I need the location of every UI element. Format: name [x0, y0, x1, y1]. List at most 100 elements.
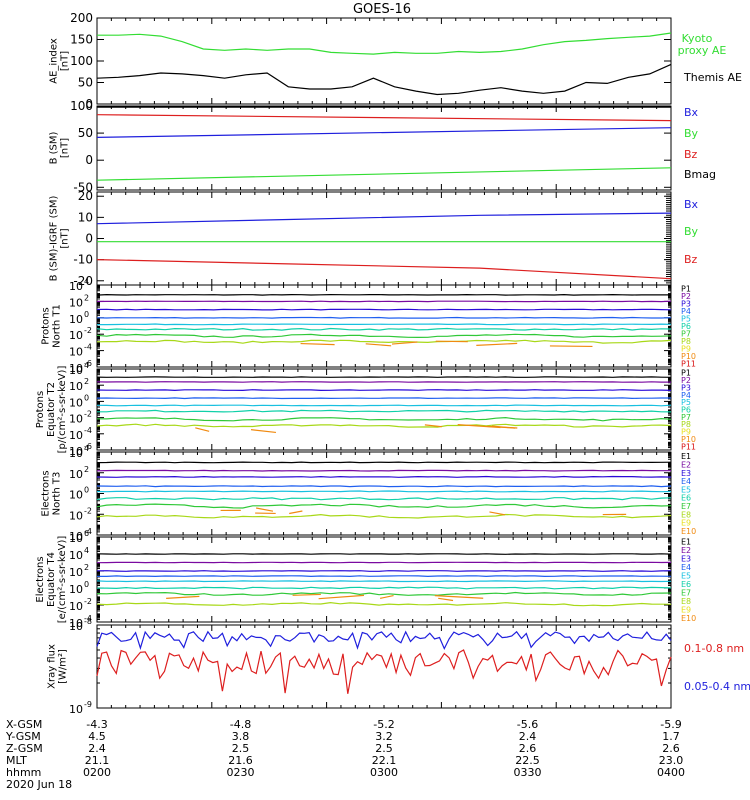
y-axis-label-line: Equator T2 [46, 382, 57, 437]
y-tick-exponent: -4 [84, 614, 92, 623]
panel-frame [96, 451, 672, 536]
trajectory-value: 21.1 [85, 754, 110, 767]
panel-b-sm: 100 50 0 -50 B (SM) [nT] Bx By Bz Bmag [49, 99, 717, 194]
y-tick-exponent: -2 [84, 597, 92, 606]
legend-entry: E5 [681, 485, 691, 494]
legend-entry: E7 [681, 502, 691, 511]
y-tick-label: 200 [70, 11, 93, 25]
y-tick-exponent: 4 [84, 546, 89, 555]
y-tick-label: 10 [78, 210, 93, 224]
legend-entry: Bz [684, 148, 698, 161]
legend-entry: E7 [681, 588, 691, 597]
channel-line [96, 485, 672, 488]
series-line [96, 63, 672, 96]
sparse-segment [476, 342, 518, 346]
trajectory-value: -4.3 [86, 718, 107, 731]
panel-frame [96, 284, 672, 368]
trajectory-value: 2.4 [88, 742, 106, 755]
legend-entry: P8 [681, 420, 691, 429]
series-line [96, 649, 672, 694]
channel-line [97, 323, 672, 326]
y-tick-label: 100 [70, 99, 93, 113]
sparse-segment [250, 429, 277, 434]
y-axis-label-line: [e/(cm²-s-sr-keV)] [57, 536, 68, 624]
sparse-segment [424, 424, 443, 428]
trajectory-row-label: Z-GSM [6, 742, 43, 755]
y-axis-label: B (SM) [nT] [49, 131, 71, 164]
channel-line [96, 553, 672, 555]
y-tick-exponent: 2 [84, 465, 89, 474]
sparse-segment [256, 507, 274, 512]
trajectory-value: 2.5 [375, 742, 393, 755]
trajectory-value: -4.8 [230, 718, 251, 731]
y-tick-label: 10 [69, 703, 83, 716]
y-tick-label: 10 [69, 346, 83, 359]
trajectory-value: 22.1 [372, 754, 397, 767]
channel-line [96, 308, 672, 311]
y-tick-label: 0 [85, 232, 93, 246]
y-axis-label: Electrons North T3 [41, 470, 63, 516]
legend-entry: P9 [681, 428, 691, 437]
y-axis-label-line: B (SM)-IGRF (SM) [49, 196, 60, 282]
y-tick-label: -10 [73, 253, 93, 267]
legend-entry: P10 [681, 352, 696, 361]
trajectory-value: 0300 [370, 766, 398, 779]
y-tick-exponent: -4 [84, 527, 92, 536]
y-tick-exponent: -6 [84, 359, 92, 368]
trajectory-value: 0330 [514, 766, 542, 779]
trajectory-row-label: 2020 Jun 18 [6, 778, 72, 791]
legend-entry: P9 [681, 344, 691, 353]
y-axis-label: Electrons Equator T4 [e/(cm²-s-sr-keV)] [35, 536, 68, 624]
legend-entry: Themis AE [683, 71, 742, 84]
sparse-segment [489, 511, 506, 516]
legend-entry: P11 [681, 442, 696, 451]
panel-frame [96, 536, 672, 623]
y-tick-label: 150 [70, 33, 93, 47]
y-tick-label: 10 [69, 280, 83, 293]
y-tick-label: 10 [69, 583, 83, 596]
channel-line [96, 461, 672, 464]
y-tick-label: 10 [69, 489, 83, 502]
y-tick-exponent: -8 [84, 617, 92, 626]
channel-line [96, 327, 672, 331]
legend-entry: 0.05-0.4 nm [684, 680, 750, 693]
y-tick-label: 10 [69, 313, 83, 326]
sparse-segment [391, 341, 418, 345]
legend-entry: E4 [681, 563, 691, 572]
legend-entry: P1 [681, 369, 691, 378]
sparse-segment [318, 594, 365, 600]
y-tick-label: 10 [69, 413, 83, 426]
trajectory-value: 2.4 [519, 730, 537, 743]
sparse-segment [365, 343, 392, 347]
series-line [96, 212, 672, 225]
legend-entry: E10 [681, 527, 696, 536]
y-tick-label: 10 [69, 380, 83, 393]
trajectory-value: -5.2 [373, 718, 394, 731]
series-line [96, 114, 672, 122]
legend-entry: E3 [681, 554, 691, 563]
sparse-segment [380, 594, 394, 599]
y-axis-label-line: B (SM) [49, 131, 60, 164]
trajectory-value: 2.6 [662, 742, 680, 755]
channel-line [96, 389, 672, 392]
channel-line [96, 333, 672, 339]
channel-line [96, 339, 672, 344]
trajectory-value: -5.9 [660, 718, 681, 731]
y-tick-exponent: -2 [84, 326, 92, 335]
y-axis-label-line: [W/m²] [58, 649, 69, 684]
channel-line [96, 469, 671, 472]
legend-entry: E6 [681, 494, 691, 503]
legend-entry: E1 [681, 537, 691, 546]
legend-entry: By [684, 127, 699, 140]
legend-entry: P4 [681, 391, 691, 400]
channel-line [96, 423, 672, 428]
y-axis-label-line: [nT] [60, 228, 71, 248]
series-line [97, 32, 672, 55]
y-tick-label: 10 [69, 362, 83, 375]
